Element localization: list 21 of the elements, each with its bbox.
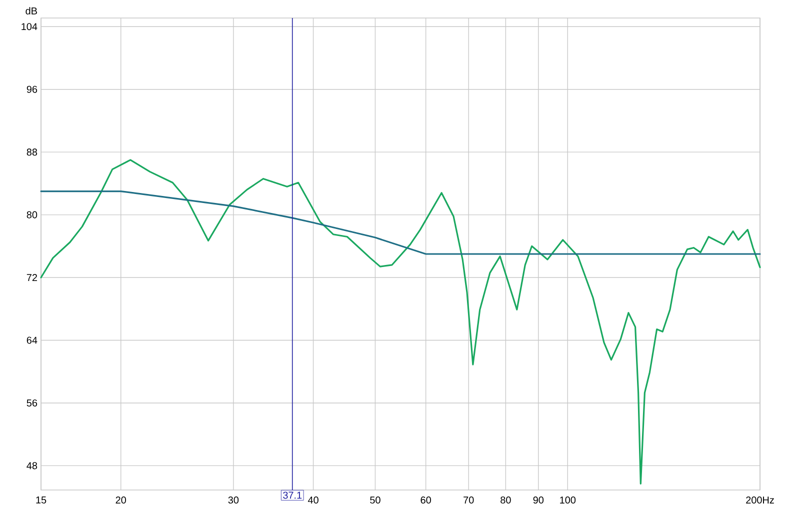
x-tick-label: 20 (116, 496, 126, 504)
y-tick-label: 80 (26, 211, 38, 218)
ref-line-label: 37.1 (283, 492, 302, 499)
y-axis-title: dB (26, 7, 37, 14)
x-tick-label: 200Hz (746, 496, 774, 504)
y-tick-label: 48 (26, 462, 38, 470)
y-tick-label: 96 (26, 86, 38, 93)
x-tick-label: 15 (36, 496, 46, 504)
x-tick-label: 90 (533, 496, 544, 504)
y-tick-label: 88 (26, 148, 38, 156)
x-tick-label: 50 (370, 496, 380, 504)
x-tick-label: 60 (420, 496, 431, 504)
x-tick-label: 30 (228, 496, 239, 504)
x-tick-label: 80 (500, 496, 511, 504)
y-tick-label: 72 (26, 274, 37, 281)
x-tick-label: 100 (560, 496, 576, 504)
x-tick-label: 40 (308, 496, 318, 504)
y-tick-label: 104 (22, 23, 38, 30)
y-tick-label: 64 (26, 336, 38, 344)
x-tick-label: 70 (464, 496, 474, 504)
y-tick-label: 56 (26, 399, 38, 406)
